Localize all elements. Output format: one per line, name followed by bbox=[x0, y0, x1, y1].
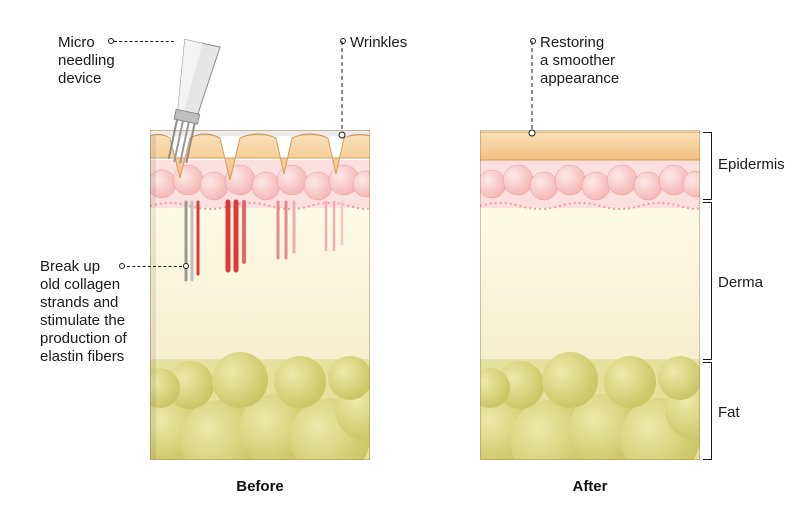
leader-collagen bbox=[127, 266, 182, 267]
after-svg bbox=[480, 130, 700, 460]
layer-label-derma: Derma bbox=[718, 274, 763, 291]
bracket-epidermis bbox=[702, 132, 712, 200]
leader-dot-collagen-a bbox=[119, 263, 125, 269]
label-device: Microneedlingdevice bbox=[58, 34, 115, 88]
before-caption: Before bbox=[150, 478, 370, 495]
leader-wrinkles bbox=[326, 41, 346, 141]
label-restoring: Restoringa smootherappearance bbox=[540, 34, 619, 88]
layer-label-fat: Fat bbox=[718, 404, 740, 421]
leader-restoring bbox=[505, 41, 535, 141]
microneedling-device-icon bbox=[150, 42, 230, 182]
after-caption: After bbox=[480, 478, 700, 495]
bracket-derma bbox=[702, 202, 712, 360]
fat-cells bbox=[150, 352, 370, 460]
leader-dot-collagen-b bbox=[183, 263, 189, 269]
leader-device bbox=[114, 41, 174, 42]
layer-label-epidermis: Epidermis bbox=[718, 156, 785, 173]
label-collagen: Break upold collagenstrands andstimulate… bbox=[40, 258, 150, 366]
before-panel: Before bbox=[150, 130, 370, 460]
bracket-fat bbox=[702, 362, 712, 460]
after-panel: Epidermis Derma Fat After bbox=[480, 130, 700, 460]
label-wrinkles: Wrinkles bbox=[350, 34, 407, 52]
